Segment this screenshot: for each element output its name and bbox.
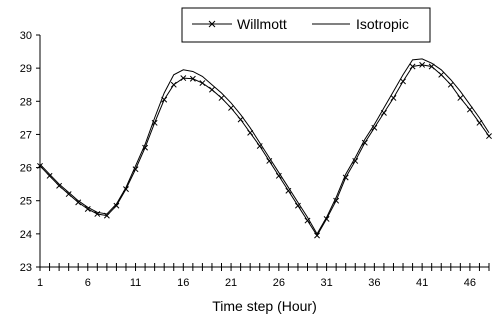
y-tick-label: 26 [20, 163, 32, 175]
x-tick-label: 31 [320, 277, 332, 289]
data-point-marker [486, 133, 492, 140]
data-point-marker [46, 172, 53, 179]
data-point-marker [75, 199, 82, 206]
data-point-marker [56, 182, 63, 189]
data-point-marker [400, 78, 406, 85]
data-point-marker [209, 86, 215, 93]
data-point-marker [170, 81, 177, 88]
data-point-marker [294, 202, 301, 209]
data-point-marker [228, 104, 235, 111]
y-tick-label: 23 [20, 262, 32, 274]
y-tick-label: 29 [20, 63, 32, 75]
y-tick-label: 28 [20, 96, 32, 108]
x-tick-label: 41 [416, 277, 428, 289]
legend-box [181, 7, 431, 43]
x-tick-label: 6 [85, 277, 91, 289]
data-point-marker [84, 206, 91, 212]
data-point-marker [266, 157, 273, 164]
legend-x-marker [208, 20, 216, 28]
data-point-marker [275, 172, 282, 179]
data-point-marker [218, 95, 225, 101]
y-ticks: 23 24 25 26 27 28 29 30 [20, 30, 40, 274]
data-point-marker [361, 139, 368, 146]
data-point-marker [180, 75, 187, 82]
data-point-marker [419, 61, 426, 68]
data-point-marker [189, 75, 196, 82]
axes [39, 35, 489, 268]
data-point-marker [199, 80, 206, 87]
data-point-marker [447, 81, 454, 88]
x-tick-label: 21 [225, 277, 237, 289]
x-tick-label: 26 [273, 277, 285, 289]
x-tick-label: 16 [177, 277, 189, 289]
data-point-marker [256, 143, 263, 149]
data-point-marker [314, 232, 320, 239]
data-point-marker [409, 63, 416, 70]
x-ticks: 1 6 11 16 21 26 31 36 41 46 [37, 263, 490, 289]
data-point-marker [113, 202, 120, 209]
legend-label-willmott: Willmott [237, 16, 287, 32]
data-point-marker [457, 95, 464, 101]
legend-marker-willmott [208, 20, 216, 28]
data-point-marker [65, 191, 72, 198]
data-point-marker [390, 95, 397, 101]
y-tick-label: 25 [20, 196, 32, 208]
legend: Willmott Isotropic [181, 7, 431, 43]
x-axis-title: Time step (Hour) [212, 298, 317, 314]
y-tick-label: 24 [20, 229, 32, 241]
data-point-marker [371, 124, 378, 131]
series-layer [37, 58, 492, 239]
x-tick-label: 11 [130, 277, 141, 289]
data-point-marker [304, 217, 311, 224]
legend-label-isotropic: Isotropic [356, 16, 409, 32]
x-tick-label: 1 [37, 277, 43, 289]
data-point-marker [151, 119, 158, 126]
x-tick-label: 36 [368, 277, 380, 289]
y-tick-label: 30 [20, 30, 32, 42]
data-point-marker [37, 162, 43, 169]
x-tick-label: 46 [464, 277, 476, 289]
data-point-marker [285, 187, 292, 194]
data-point-marker [333, 197, 340, 204]
series-line-isotropic [39, 58, 490, 235]
data-point-marker [352, 157, 359, 164]
data-point-marker [438, 71, 445, 78]
y-tick-label: 27 [20, 129, 32, 141]
series-markers-willmott [37, 61, 492, 239]
